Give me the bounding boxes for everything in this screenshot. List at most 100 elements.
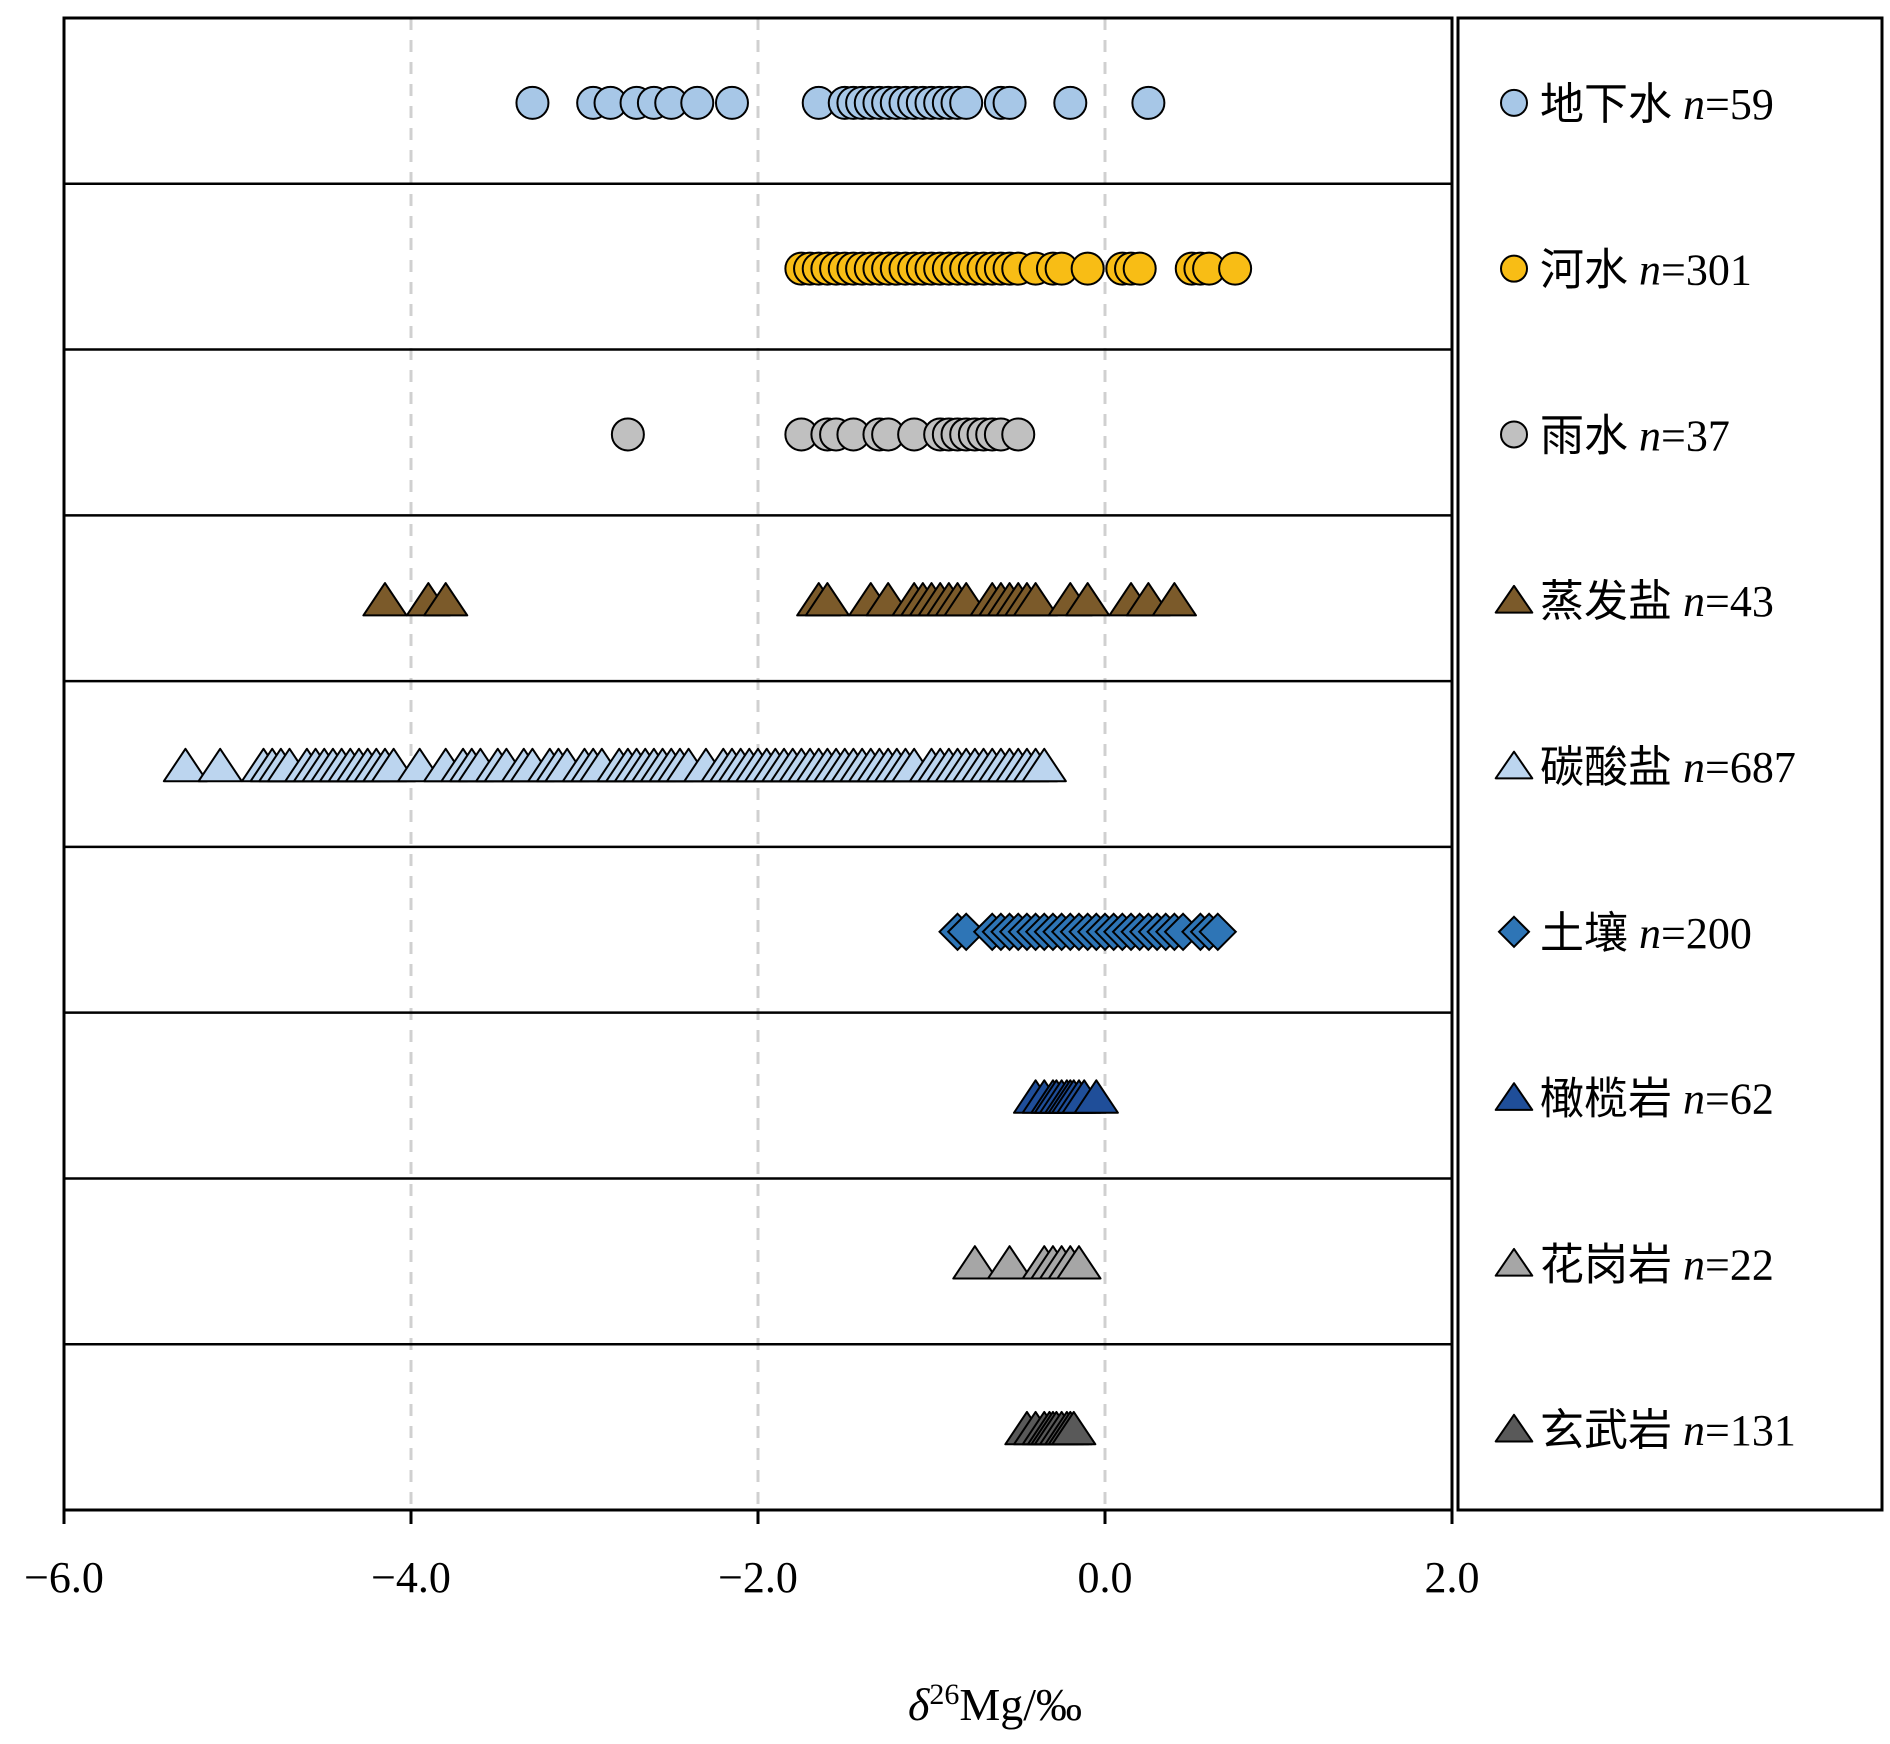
legend-item: 雨水 n=37 (1500, 410, 1730, 461)
series-5-points (162, 747, 1067, 783)
legend-marker (1494, 1082, 1534, 1111)
data-point (986, 1245, 1033, 1280)
data-point (1013, 582, 1059, 617)
legend-label: 土壤 n=200 (1540, 908, 1752, 959)
legend-item: 花岗岩 n=22 (1494, 1239, 1774, 1290)
legend-label: 玄武岩 n=131 (1540, 1405, 1796, 1456)
legend-box (1456, 16, 1884, 1512)
data-point (1070, 251, 1105, 286)
legend-label: 碳酸盐 n=687 (1540, 742, 1796, 793)
data-point (515, 85, 550, 120)
legend-series-name: 地下水 (1540, 79, 1672, 130)
legend-marker (1494, 584, 1534, 614)
data-point (197, 747, 243, 783)
data-point (1001, 417, 1036, 452)
x-axis-label-unit: Mg/‰ (959, 1679, 1082, 1730)
series-9-points (1004, 1410, 1097, 1446)
series-7-points (1013, 1079, 1119, 1114)
legend-n-value: =59 (1705, 80, 1774, 129)
legend-item: 橄榄岩 n=62 (1494, 1074, 1774, 1125)
legend-n-symbol: n (1628, 411, 1661, 460)
legend-n-value: =131 (1705, 1406, 1796, 1455)
legend-n-symbol: n (1628, 246, 1661, 295)
data-point (1131, 85, 1166, 120)
x-tick-label: 2.0 (1425, 1553, 1480, 1602)
data-point (1151, 582, 1197, 617)
data-point (949, 85, 984, 120)
data-point (362, 582, 408, 617)
grid-lines (409, 18, 1107, 1510)
data-point (1053, 85, 1088, 120)
legend-n-value: =43 (1705, 577, 1774, 626)
data-point (1065, 582, 1111, 617)
legend-label: 河水 n=301 (1540, 245, 1752, 296)
data-point (952, 1245, 998, 1280)
legend-n-value: =37 (1661, 411, 1730, 460)
legend-n-value: =22 (1705, 1240, 1774, 1289)
data-point (1218, 251, 1253, 286)
legend-label: 橄榄岩 n=62 (1540, 1074, 1774, 1125)
data-point (1198, 912, 1238, 952)
legend-item: 地下水 n=59 (1500, 79, 1774, 130)
series-8-points (952, 1245, 1102, 1280)
series-6-points (938, 912, 1238, 952)
legend-n-value: =200 (1661, 909, 1752, 958)
x-tick-label: −4.0 (371, 1553, 451, 1602)
x-tick-label: 0.0 (1078, 1553, 1133, 1602)
legend-marker (1497, 915, 1531, 949)
legend-label: 花岗岩 n=22 (1540, 1239, 1774, 1290)
legend-series-name: 碳酸盐 (1540, 742, 1672, 793)
legend-label: 地下水 n=59 (1540, 79, 1774, 130)
legend-n-symbol: n (1672, 80, 1705, 129)
legend-n-symbol: n (1672, 1240, 1705, 1289)
data-point (162, 747, 209, 783)
legend-item: 河水 n=301 (1500, 245, 1752, 296)
legend-series-name: 玄武岩 (1540, 1405, 1672, 1456)
data-point (992, 85, 1027, 120)
data-point (1051, 1410, 1097, 1446)
data-points (162, 85, 1253, 1446)
legend-marker (1494, 1413, 1534, 1443)
legend-item: 碳酸盐 n=687 (1494, 742, 1796, 793)
legend-item: 土壤 n=200 (1497, 908, 1752, 959)
legend-item: 玄武岩 n=131 (1494, 1405, 1796, 1456)
legend-n-symbol: n (1672, 577, 1705, 626)
x-axis: −6.0 −4.0 −2.0 0.0 2.0 (24, 1508, 1480, 1602)
legend-series-name: 河水 (1540, 245, 1628, 296)
legend-series-name: 花岗岩 (1540, 1239, 1672, 1290)
legend-series-name: 土壤 (1540, 908, 1628, 959)
x-axis-label-delta: δ (908, 1679, 930, 1730)
legend-series-name: 雨水 (1540, 410, 1628, 461)
data-point (610, 417, 645, 452)
legend-n-symbol: n (1672, 743, 1705, 792)
legend-marker (1500, 254, 1528, 283)
series-1-points (515, 85, 1166, 120)
data-point (1073, 1079, 1119, 1114)
legend-marker (1500, 88, 1528, 117)
data-point (680, 85, 715, 120)
legend-marker (1494, 1247, 1534, 1277)
legend-n-symbol: n (1628, 909, 1661, 958)
data-point (1021, 747, 1067, 783)
legend-series-name: 蒸发盐 (1540, 576, 1672, 627)
legend-n-value: =301 (1661, 246, 1752, 295)
data-point (946, 912, 986, 952)
x-tick-label: −2.0 (718, 1553, 798, 1602)
data-point (423, 582, 469, 617)
x-axis-label: δ26Mg/‰ (908, 1678, 1082, 1730)
x-axis-label-superscript: 26 (929, 1678, 959, 1711)
legend-series-name: 橄榄岩 (1540, 1074, 1672, 1125)
legend-label: 雨水 n=37 (1540, 410, 1730, 461)
data-point (804, 582, 850, 617)
data-point (714, 85, 749, 120)
legend-n-value: =687 (1705, 743, 1796, 792)
legend-marker (1494, 750, 1534, 780)
legend-n-value: =62 (1705, 1075, 1774, 1124)
data-point (1056, 1245, 1102, 1280)
x-tick-label: −6.0 (24, 1553, 104, 1602)
series-3-points (610, 417, 1036, 452)
legend-marker (1500, 420, 1528, 449)
legend-label: 蒸发盐 n=43 (1540, 576, 1774, 627)
